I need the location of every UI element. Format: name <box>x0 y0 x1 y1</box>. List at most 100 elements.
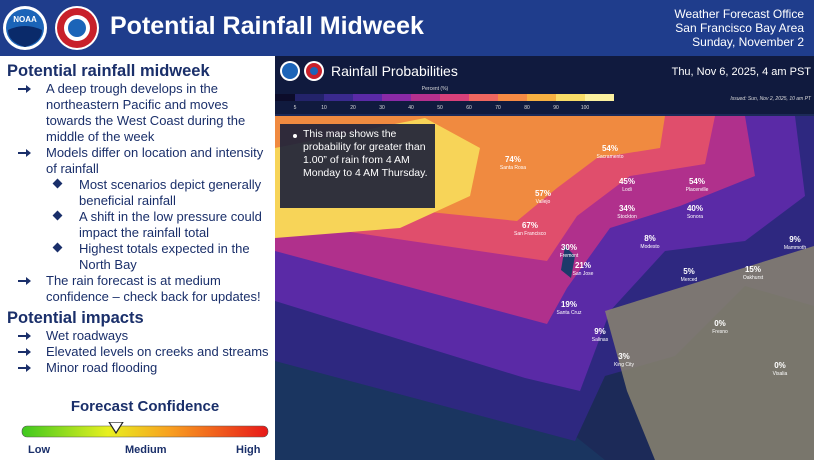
legend-swatch <box>585 94 614 101</box>
legend-title: Percent (%) <box>422 86 449 92</box>
city-pct: 5% <box>683 267 695 276</box>
confidence-bar <box>21 422 269 438</box>
note-box <box>280 124 435 208</box>
legend-tick-label: 40 <box>408 105 414 111</box>
legend-tick-label: 60 <box>466 105 472 111</box>
city-name: Santa Rosa <box>500 165 526 171</box>
arrow-icon <box>18 332 31 340</box>
arrow-icon <box>18 364 31 372</box>
logos: NOAA <box>3 6 99 50</box>
city-name: Modesto <box>640 244 659 250</box>
legend-tick-label: 70 <box>495 105 501 111</box>
legend-swatch <box>411 94 440 101</box>
city-name: San Jose <box>573 271 594 277</box>
legend-tick-label: 20 <box>350 105 356 111</box>
confidence-title: Forecast Confidence <box>70 398 220 415</box>
city-name: Stockton <box>617 214 637 220</box>
map: 74%Santa Rosa54%Sacramento57%Vallejo45%L… <box>275 56 814 460</box>
bullet-text: A deep trough develops in the northeaste… <box>46 81 246 144</box>
city-name: Santa Cruz <box>556 310 582 316</box>
low-label: Low <box>28 444 50 456</box>
noaa-logo-text: NOAA <box>13 15 37 24</box>
city-pct: 54% <box>689 177 705 186</box>
legend: 5 10 20 30 40 50 60 70 80 90 100 <box>275 94 614 111</box>
city-pct: 30% <box>561 243 577 252</box>
confidence-marker <box>108 422 124 435</box>
legend-swatch <box>556 94 585 101</box>
diamond-icon <box>52 210 63 221</box>
city-pct: 0% <box>714 319 726 328</box>
office: Weather Forecast Office <box>674 7 804 21</box>
city-pct: 74% <box>505 155 521 164</box>
title: Potential Rainfall Midweek <box>110 12 424 40</box>
city-name: Placerville <box>686 187 709 193</box>
left-panel: Potential rainfall midweek A deep trough … <box>0 56 272 460</box>
city-name: Merced <box>681 277 698 283</box>
legend-swatch <box>295 94 324 101</box>
city-pct: 3% <box>618 352 630 361</box>
issued: Issued: Sun, Nov 2, 2025, 10 am PT <box>730 96 812 102</box>
bullet-text: The rain forecast is at medium confidenc… <box>46 273 261 304</box>
city-name: San Francisco <box>514 231 546 237</box>
city-pct: 54% <box>602 144 618 153</box>
legend-swatch <box>498 94 527 101</box>
city-name: Sonora <box>687 214 703 220</box>
confidence: Forecast Confidence Low Medium High <box>0 396 272 460</box>
legend-swatch <box>353 94 382 101</box>
city-name: Fresno <box>712 329 728 335</box>
sub-bullet: A shift in the low pressure could impact… <box>7 209 269 241</box>
city-pct: 9% <box>594 327 606 336</box>
section-heading: Potential impacts <box>7 309 144 327</box>
bullet: Elevated levels on creeks and streams <box>7 344 269 360</box>
arrow-icon <box>18 348 31 356</box>
city-pct: 34% <box>619 204 635 213</box>
city-pct: 19% <box>561 300 577 309</box>
office-info: Weather Forecast Office San Francisco Ba… <box>674 7 804 49</box>
city-pct: 0% <box>774 361 786 370</box>
legend-tick-label: 10 <box>321 105 327 111</box>
legend-tick-label: 30 <box>379 105 385 111</box>
city-pct: 15% <box>745 265 761 274</box>
date: Sunday, November 2 <box>692 35 804 49</box>
map-labels: 74%Santa Rosa54%Sacramento57%Vallejo45%L… <box>500 144 806 377</box>
bullet-text: Wet roadways <box>46 328 129 343</box>
city-name: Lodi <box>622 187 631 193</box>
legend-tick-label: 50 <box>437 105 443 111</box>
city-name: Fremont <box>560 253 579 259</box>
legend-swatch <box>440 94 469 101</box>
city-name: Oakhurst <box>743 275 764 281</box>
bullet-text: Elevated levels on creeks and streams <box>46 344 269 359</box>
city-pct: 9% <box>789 235 801 244</box>
city-name: Vallejo <box>536 199 551 205</box>
city-name: Sacramento <box>597 154 624 160</box>
city-pct: 57% <box>535 189 551 198</box>
legend-tick-label: 5 <box>294 105 297 111</box>
city-pct: 45% <box>619 177 635 186</box>
arrow-icon <box>18 85 31 93</box>
medium-label: Medium <box>125 444 167 456</box>
legend-swatch <box>527 94 556 101</box>
legend-tick-label: 100 <box>581 105 590 111</box>
sections: Potential rainfall midweek A deep trough … <box>7 62 269 376</box>
high-label: High <box>236 444 261 456</box>
bullet-text: Models differ on location and intensity … <box>46 145 264 176</box>
legend-tick-label: 90 <box>553 105 559 111</box>
sub-bullet: Most scenarios depict generally benefici… <box>7 177 269 209</box>
sub-bullet: Highest totals expected in the North Bay <box>7 241 269 273</box>
area: San Francisco Bay Area <box>675 21 804 35</box>
city-name: Visalia <box>773 371 788 377</box>
city-pct: 67% <box>522 221 538 230</box>
sub-bullet-text: Highest totals expected in the North Bay <box>79 241 250 272</box>
diamond-icon <box>52 242 63 253</box>
bullet: Models differ on location and intensity … <box>7 145 269 177</box>
city-name: King City <box>614 362 635 368</box>
section-heading: Potential rainfall midweek <box>7 62 210 80</box>
header: NOAA Potential Rainfall Midweek Weather … <box>0 0 814 56</box>
bullet-text: Minor road flooding <box>46 360 158 375</box>
city-pct: 8% <box>644 234 656 243</box>
bullet: Minor road flooding <box>7 360 269 376</box>
bullet: Wet roadways <box>7 328 269 344</box>
legend-tick-label: 80 <box>524 105 530 111</box>
city-pct: 21% <box>575 261 591 270</box>
